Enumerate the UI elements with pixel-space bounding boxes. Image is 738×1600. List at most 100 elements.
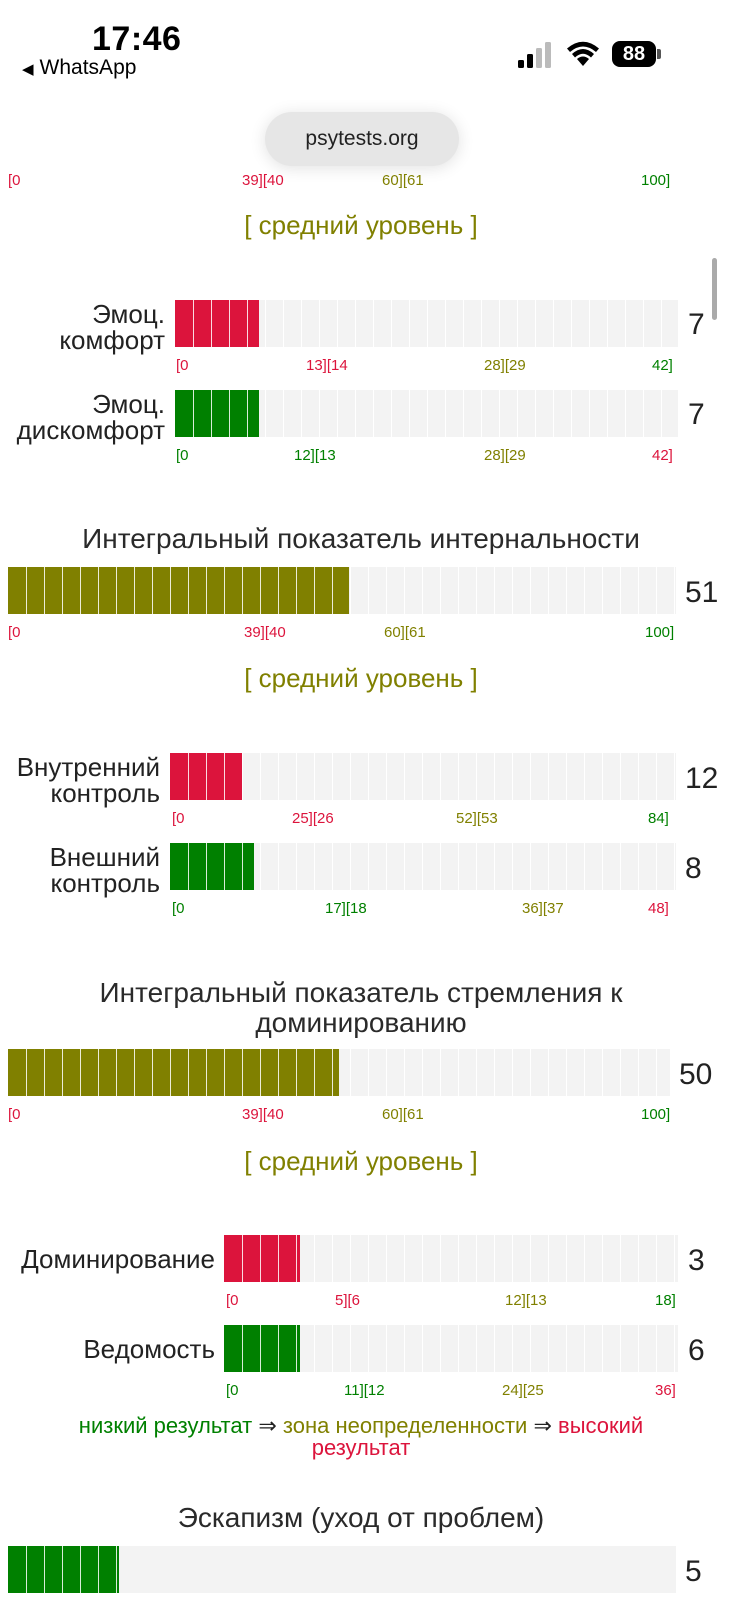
bar-track-divider bbox=[625, 300, 626, 347]
bar-fill bbox=[224, 1235, 300, 1282]
bar-track-divider bbox=[260, 753, 261, 800]
bar-track-divider bbox=[319, 390, 320, 437]
score-external-control: 8 bbox=[685, 852, 702, 885]
bar-track-divider bbox=[386, 753, 387, 800]
row-label-domination: Доминирование bbox=[21, 1244, 215, 1274]
bar-track-divider bbox=[440, 1325, 441, 1372]
score-internality: 51 bbox=[685, 576, 719, 609]
bar-segment-divider bbox=[44, 567, 45, 614]
scale-label: 60][61 bbox=[382, 172, 424, 189]
bar-track-divider bbox=[638, 1325, 639, 1372]
bar-fill bbox=[170, 843, 254, 890]
bar-segment-divider bbox=[278, 1325, 279, 1372]
bar-segment-divider bbox=[332, 1049, 333, 1096]
bar-segment-divider bbox=[188, 567, 189, 614]
bar-track-divider bbox=[355, 390, 356, 437]
bar-segment-divider bbox=[152, 567, 153, 614]
bar-track-divider bbox=[350, 1325, 351, 1372]
bar-segment-divider bbox=[62, 1049, 63, 1096]
scale-label: 100] bbox=[645, 624, 675, 641]
scale-label: 42] bbox=[652, 447, 673, 464]
bar-segment-divider bbox=[98, 1049, 99, 1096]
bar-track-divider bbox=[602, 843, 603, 890]
score-escapism: 5 bbox=[685, 1555, 702, 1588]
section-title-escapism: Эскапизм (уход от проблем) bbox=[177, 1502, 545, 1533]
scale-label: 39][40 bbox=[244, 624, 286, 641]
bar-track-divider bbox=[386, 1325, 387, 1372]
bar-track-divider bbox=[427, 300, 428, 347]
bar-track-divider bbox=[512, 1325, 513, 1372]
bar-track-divider bbox=[368, 753, 369, 800]
scale-label: 60][61 bbox=[382, 1106, 424, 1123]
bar-segment-divider bbox=[314, 567, 315, 614]
bar-track-divider bbox=[422, 1325, 423, 1372]
bar-track-divider bbox=[458, 1325, 459, 1372]
bar-track-divider bbox=[314, 843, 315, 890]
bar-segment-divider bbox=[116, 1049, 117, 1096]
bar-track-divider bbox=[499, 390, 500, 437]
bar-track-divider bbox=[373, 390, 374, 437]
battery-icon: 88 bbox=[612, 41, 662, 67]
bar-track-divider bbox=[607, 300, 608, 347]
bar-track-divider bbox=[656, 1235, 657, 1282]
level-text: [ средний уровень ] bbox=[244, 210, 478, 240]
bar-track-divider bbox=[638, 843, 639, 890]
scale-label: 25][26 bbox=[292, 810, 334, 827]
bar-fill bbox=[8, 1049, 339, 1096]
scale-label: 100] bbox=[641, 1106, 671, 1123]
bar-track-divider bbox=[602, 753, 603, 800]
bar-segment-divider bbox=[170, 1049, 171, 1096]
bar-track-divider bbox=[638, 1235, 639, 1282]
bar-track-divider bbox=[409, 390, 410, 437]
scale-label: [0 bbox=[172, 810, 185, 827]
scale-label: 12][13 bbox=[505, 1292, 547, 1309]
scale-label: 36][37 bbox=[522, 900, 564, 917]
bar-track-divider bbox=[283, 390, 284, 437]
bar-track-divider bbox=[656, 843, 657, 890]
url-bar[interactable]: psytests.org bbox=[265, 112, 459, 166]
bar-track-divider bbox=[571, 300, 572, 347]
bar-segment-divider bbox=[278, 1049, 279, 1096]
bar-segment-divider bbox=[152, 1049, 153, 1096]
bar-track-divider bbox=[337, 300, 338, 347]
scrollbar[interactable] bbox=[712, 258, 717, 320]
row-label-emotional-discomfort: Эмоц. дискомфорт bbox=[16, 389, 165, 445]
bar-track-divider bbox=[242, 753, 243, 800]
bar-track-divider bbox=[409, 300, 410, 347]
bar-segment-divider bbox=[229, 300, 230, 347]
bar-segment-divider bbox=[260, 1235, 261, 1282]
bar-track-divider bbox=[368, 1325, 369, 1372]
scale-label: [0 bbox=[176, 447, 189, 464]
level-text: [ средний уровень ] bbox=[244, 663, 478, 693]
bar-track-divider bbox=[278, 753, 279, 800]
bar-track-divider bbox=[494, 1325, 495, 1372]
legend-low: низкий результат bbox=[78, 1413, 253, 1438]
bar-segment-divider bbox=[80, 567, 81, 614]
bar-track-divider bbox=[440, 1049, 441, 1096]
bar-track-divider bbox=[422, 1049, 423, 1096]
bar-track-divider bbox=[476, 1049, 477, 1096]
back-to-app-link[interactable]: ◀ WhatsApp bbox=[22, 56, 136, 80]
score-emotional-discomfort: 7 bbox=[688, 398, 705, 431]
bar-track-divider bbox=[458, 753, 459, 800]
bar-escapism bbox=[8, 1546, 676, 1593]
bar-track-divider bbox=[548, 753, 549, 800]
status-time: 17:46 bbox=[92, 20, 182, 58]
back-app-label: WhatsApp bbox=[39, 56, 137, 79]
bar-segment-divider bbox=[80, 1546, 81, 1593]
bar-track-divider bbox=[620, 1325, 621, 1372]
bar-track-divider bbox=[512, 1235, 513, 1282]
bar-track-divider bbox=[350, 1235, 351, 1282]
scale-label: 17][18 bbox=[325, 900, 367, 917]
bar-segment-divider bbox=[278, 1235, 279, 1282]
back-triangle-icon: ◀ bbox=[22, 61, 34, 78]
scale-label: 28][29 bbox=[484, 447, 526, 464]
bar-track-divider bbox=[265, 300, 266, 347]
scale-label: 39][40 bbox=[242, 172, 284, 189]
bar-segment-divider bbox=[296, 1049, 297, 1096]
wifi-icon bbox=[567, 41, 599, 66]
bar-track-divider bbox=[463, 300, 464, 347]
scale-label: 60][61 bbox=[384, 624, 426, 641]
bar-segment-divider bbox=[134, 1049, 135, 1096]
scale-label: 100] bbox=[641, 172, 671, 189]
